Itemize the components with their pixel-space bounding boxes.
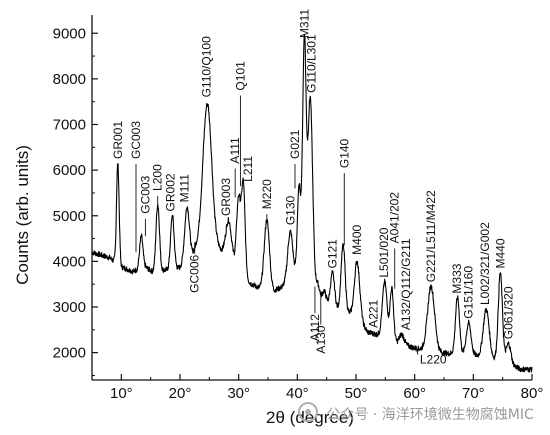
peak-annotation: Q101 <box>233 61 247 187</box>
annotation-label: L501/020 <box>377 227 391 277</box>
annotation-label: G021 <box>288 129 302 159</box>
axes <box>91 15 532 381</box>
annotation-label: L211 <box>241 156 255 182</box>
annotation-label: L220 <box>420 352 447 366</box>
x-tick-label: 40° <box>286 385 309 402</box>
ticks: 10° 20° 30° 40° 50° 60° 70° 80° 2000 3000 4000 5000… <box>53 25 544 402</box>
peak-annotation: GR003 <box>219 178 233 216</box>
peak-annotation: L200 <box>151 164 165 205</box>
annotation-label: M111 <box>178 174 192 203</box>
x-tick-label: 20° <box>169 385 192 402</box>
peak-annotation: A111 <box>228 137 242 198</box>
peak-annotation: A041/202 <box>388 192 402 289</box>
x-tick-label: 70° <box>462 385 485 402</box>
peak-annotation: GR002 <box>164 173 178 211</box>
annotation-label: GR003 <box>219 178 233 216</box>
y-tick-label: 2000 <box>53 345 86 362</box>
annotation-label: L200 <box>151 164 165 191</box>
peak-annotation: GR001 <box>111 121 125 159</box>
annotation-label: G121 <box>326 239 340 269</box>
peak-annotation: M220 <box>260 179 274 221</box>
peak-annotation: A221 <box>367 299 381 327</box>
annotation-label: GC003 <box>138 175 152 213</box>
peak-annotation: A112 <box>308 286 322 341</box>
annotation-leader <box>415 345 419 355</box>
annotation-label: A130 <box>314 325 328 353</box>
xrd-pattern <box>91 33 533 373</box>
xrd-line <box>91 33 533 373</box>
peak-annotation: A132/Q112/G211 <box>399 238 413 330</box>
peak-annotation: M311 <box>297 9 311 38</box>
peak-annotation: GC006 <box>188 242 202 293</box>
x-tick-label: 50° <box>345 385 368 402</box>
peak-annotation: GC003 <box>129 121 143 253</box>
annotation-label: G151/160 <box>462 266 476 319</box>
watermark-text: 公众号 · 海洋环境微生物腐蚀MIC <box>326 407 534 423</box>
watermark: 公众号 · 海洋环境微生物腐蚀MIC <box>298 402 534 424</box>
y-tick-label: 4000 <box>53 253 86 270</box>
peak-annotation: M440 <box>493 238 507 268</box>
annotation-label: A221 <box>367 299 381 327</box>
annotation-label: A132/Q112/G211 <box>399 238 413 330</box>
peak-annotation: G021 <box>288 129 302 189</box>
annotation-label: A041/202 <box>388 192 402 244</box>
peak-annotation: G130 <box>283 195 297 225</box>
x-tick-label: 10° <box>110 385 133 402</box>
annotation-label: G130 <box>283 195 297 225</box>
peak-annotation: M400 <box>350 224 364 254</box>
peak-annotation: G151/160 <box>462 266 476 319</box>
peak-annotation: M111 <box>178 174 192 203</box>
annotation-label: G110/Q100 <box>199 36 213 97</box>
annotation-label: A111 <box>228 137 242 164</box>
annotation-label: GC003 <box>129 121 143 159</box>
peak-annotation: G121 <box>326 239 340 269</box>
annotation-label: M440 <box>493 238 507 268</box>
wechat-icon <box>298 402 318 422</box>
y-tick-label: 8000 <box>53 71 86 88</box>
peak-annotation: GC003 <box>138 175 152 237</box>
peak-annotation: G110/Q100 <box>199 36 213 97</box>
annotation-label: L002/321/G002 <box>478 222 492 305</box>
peak-annotation: M333 <box>450 263 464 293</box>
peak-annotation: G140 <box>337 138 351 246</box>
y-tick-label: 5000 <box>53 208 86 225</box>
y-tick-label: 3000 <box>53 299 86 316</box>
peak-annotation: A130 <box>314 293 328 354</box>
peak-annotation: L220 <box>415 345 447 366</box>
peak-annotation: G110/L301 <box>304 34 318 93</box>
peak-annotation: G061/320 <box>502 286 516 339</box>
annotation-label: M220 <box>260 179 274 209</box>
y-tick-label: 6000 <box>53 162 86 179</box>
annotation-label: Q101 <box>233 61 247 91</box>
y-axis-label: Counts (arb. units) <box>13 145 32 285</box>
y-tick-label: 7000 <box>53 117 86 134</box>
peak-annotation: L211 <box>241 156 255 182</box>
annotation-label: M400 <box>350 224 364 254</box>
x-tick-label: 30° <box>227 385 250 402</box>
annotation-label: G061/320 <box>502 286 516 339</box>
annotation-label: G140 <box>337 138 351 168</box>
annotation-label: M311 <box>297 9 311 38</box>
x-tick-label: 80° <box>521 385 544 402</box>
annotation-label: A112 <box>308 314 322 341</box>
annotation-label: GR001 <box>111 121 125 159</box>
peak-annotation: L501/020 <box>377 227 391 277</box>
y-tick-label: 9000 <box>53 25 86 42</box>
annotation-label: GC006 <box>188 254 202 292</box>
peak-annotation: G221/L511/M422 <box>424 190 438 282</box>
x-tick-label: 60° <box>403 385 426 402</box>
annotation-label: G221/L511/M422 <box>424 190 438 282</box>
annotation-label: GR002 <box>164 173 178 211</box>
annotation-label: M333 <box>450 263 464 293</box>
annotation-label: G110/L301 <box>304 34 318 93</box>
peak-annotation: L002/321/G002 <box>478 222 492 305</box>
